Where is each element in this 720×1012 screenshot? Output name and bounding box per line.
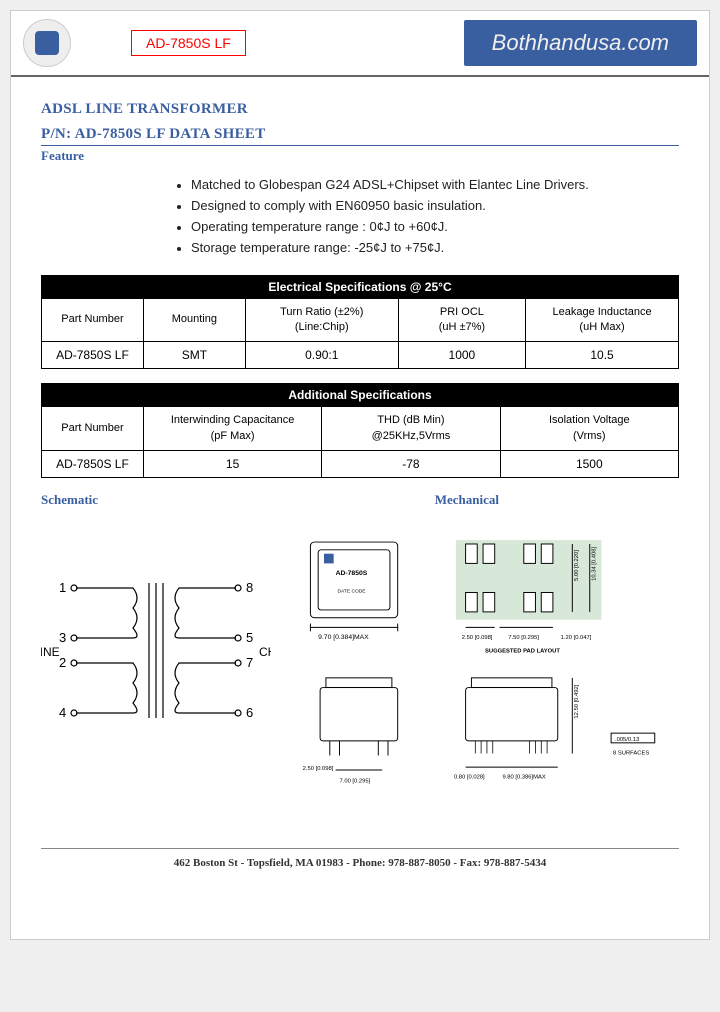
chip-date: DATE CODE: [338, 589, 367, 595]
title-line1: ADSL LINE TRANSFORMER: [41, 101, 679, 118]
table2-h3: Isolation Voltage(Vrms): [500, 407, 678, 451]
dim1: 9.70 [0.384]MAX: [318, 634, 369, 641]
part-number-box: AD-7850S LF: [131, 30, 246, 56]
tolerance: .005/0.13: [615, 737, 639, 743]
pin-5: 5: [246, 630, 253, 645]
table1-h2: Turn Ratio (±2%)(Line:Chip): [245, 298, 398, 342]
header: AD-7850S LF Bothhandusa.com: [11, 11, 709, 77]
pin-2: 2: [59, 655, 66, 670]
pin-6: 6: [246, 705, 253, 720]
feature-item: Operating temperature range : 0¢J to +60…: [191, 217, 679, 237]
table1-c2: 0.90:1: [245, 342, 398, 369]
table1-c3: 1000: [398, 342, 525, 369]
schematic-heading: Schematic: [41, 492, 98, 508]
schematic-diagram: 1 3 2 4 8 5 7 6 LINE CHIP: [41, 568, 271, 788]
logo: [23, 19, 71, 67]
pin-8: 8: [246, 580, 253, 595]
page: AD-7850S LF Bothhandusa.com ADSL LINE TR…: [10, 10, 710, 940]
table1-c0: AD-7850S LF: [42, 342, 144, 369]
mechanical-diagram: AD-7850S DATE CODE 9.70 [0.384]MAX: [291, 528, 679, 818]
table1-c1: SMT: [143, 342, 245, 369]
surfaces: 8 SURFACES: [613, 751, 649, 757]
footer-address: 462 Boston St - Topsfield, MA 01983 - Ph…: [41, 848, 679, 879]
dim11: 12.50 [0.492]: [574, 684, 580, 718]
brand-bar: Bothhandusa.com: [464, 20, 697, 66]
logo-icon: [35, 31, 59, 55]
table2-h0: Part Number: [42, 407, 144, 451]
feature-item: Designed to comply with EN60950 basic in…: [191, 196, 679, 216]
table1-h3: PRI OCL(uH ±7%): [398, 298, 525, 342]
table2-header-row: Part Number Interwinding Capacitance(pF …: [42, 407, 679, 451]
mechanical-heading: Mechanical: [435, 492, 499, 508]
diagrams-row: 1 3 2 4 8 5 7 6 LINE CHIP: [41, 528, 679, 818]
table1-header-row: Part Number Mounting Turn Ratio (±2%)(Li…: [42, 298, 679, 342]
dim3: 7.50 [0.295]: [508, 635, 539, 641]
title-line2: P/N: AD-7850S LF DATA SHEET: [41, 126, 679, 143]
title-underline: [41, 145, 679, 146]
line-label: LINE: [41, 645, 60, 659]
chip-pn: AD-7850S: [336, 570, 368, 577]
table1-title: Electrical Specifications @ 25°C: [42, 275, 679, 298]
dim10: 9.80 [0.386]MAX: [502, 775, 545, 781]
table1-h0: Part Number: [42, 298, 144, 342]
dim6: 10.34 [0.408]: [592, 547, 598, 581]
table1-h1: Mounting: [143, 298, 245, 342]
dim5: 5.00 [0.220]: [574, 550, 580, 581]
table2-c0: AD-7850S LF: [42, 451, 144, 478]
feature-item: Matched to Globespan G24 ADSL+Chipset wi…: [191, 175, 679, 195]
content: ADSL LINE TRANSFORMER P/N: AD-7850S LF D…: [11, 77, 709, 939]
feature-list: Matched to Globespan G24 ADSL+Chipset wi…: [191, 175, 679, 259]
feature-heading: Feature: [41, 148, 84, 164]
electrical-spec-table: Electrical Specifications @ 25°C Part Nu…: [41, 275, 679, 370]
additional-spec-table: Additional Specifications Part Number In…: [41, 383, 679, 478]
table1-c4: 10.5: [526, 342, 679, 369]
pin-7: 7: [246, 655, 253, 670]
dim7: 7.00 [0.295]: [340, 779, 371, 785]
pin-1: 1: [59, 580, 66, 595]
feature-item: Storage temperature range: -25¢J to +75¢…: [191, 238, 679, 258]
table2-c1: 15: [143, 451, 321, 478]
dim2: 2.50 [0.098]: [462, 635, 493, 641]
dim4: 1.20 [0.047]: [561, 635, 592, 641]
table2-h1: Interwinding Capacitance(pF Max): [143, 407, 321, 451]
diagram-headings: Schematic Mechanical: [41, 492, 679, 508]
dim8: 2.50 [0.098]: [303, 766, 334, 772]
table2-c3: 1500: [500, 451, 678, 478]
chip-label: CHIP: [259, 645, 271, 659]
table2-h2: THD (dB Min)@25KHz,5Vrms: [322, 407, 500, 451]
table1-data-row: AD-7850S LF SMT 0.90:1 1000 10.5: [42, 342, 679, 369]
table2-data-row: AD-7850S LF 15 -78 1500: [42, 451, 679, 478]
table1-h4: Leakage Inductance(uH Max): [526, 298, 679, 342]
pin-3: 3: [59, 630, 66, 645]
table2-c2: -78: [322, 451, 500, 478]
table2-title: Additional Specifications: [42, 384, 679, 407]
pin-4: 4: [59, 705, 66, 720]
pad-layout-label: SUGGESTED PAD LAYOUT: [485, 649, 560, 655]
dim9: 0.80 [0.028]: [454, 775, 485, 781]
